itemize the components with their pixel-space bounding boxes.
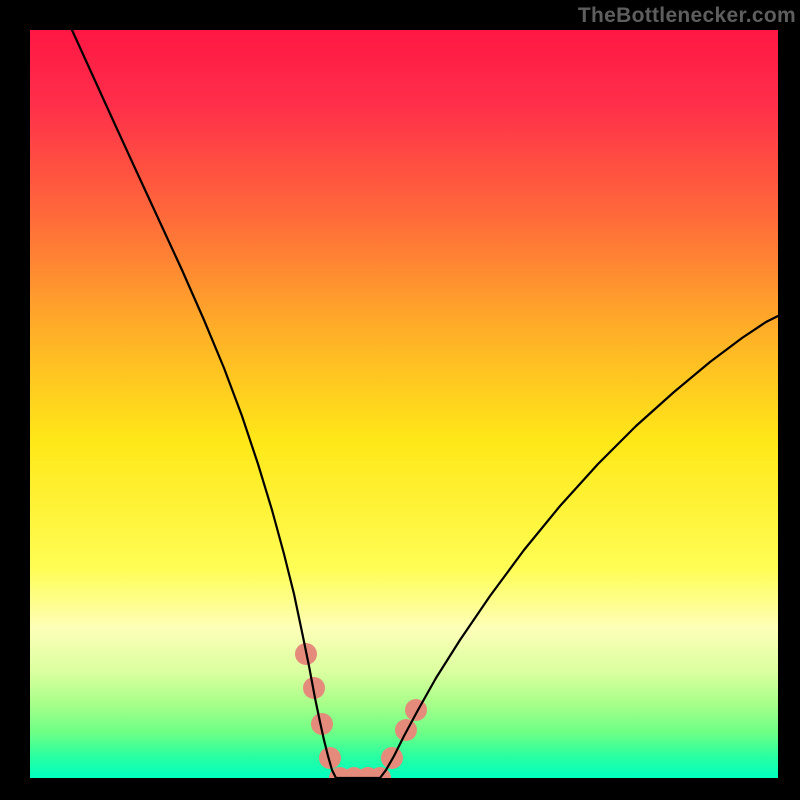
gradient-background: [30, 30, 778, 778]
marker-dot: [405, 699, 427, 721]
chart-frame: TheBottlenecker.com: [0, 0, 800, 800]
plot-svg: [30, 30, 778, 778]
plot-area: [30, 30, 778, 778]
watermark-text: TheBottlenecker.com: [578, 4, 796, 28]
